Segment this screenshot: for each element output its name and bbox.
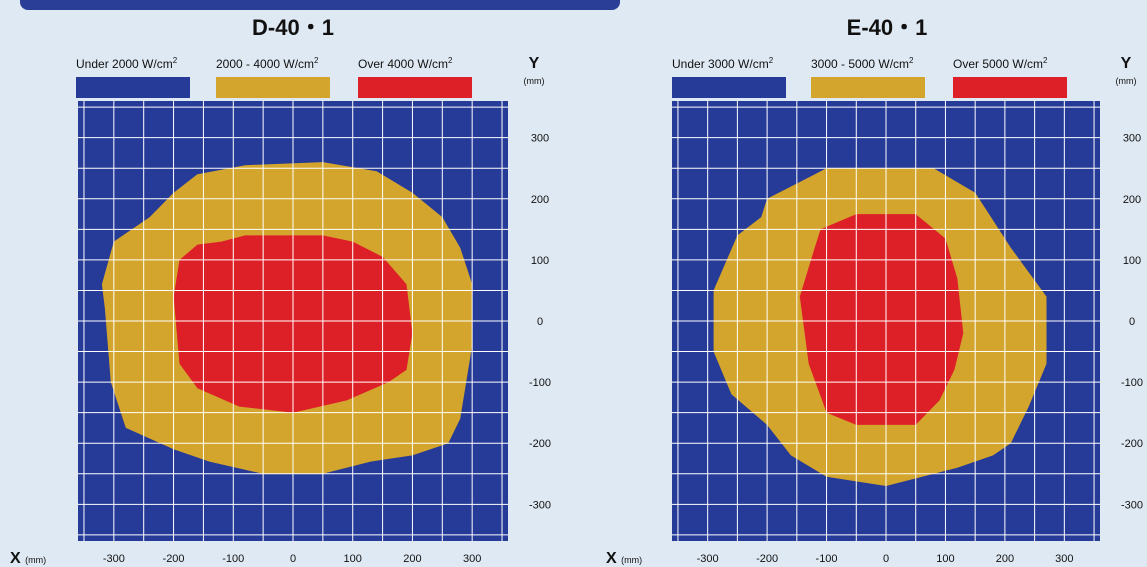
legend-swatch-mid (811, 77, 925, 98)
x-tick-label: 0 (883, 553, 889, 565)
x-tick-label: -200 (756, 553, 778, 565)
x-tick-label: -200 (163, 553, 185, 565)
x-tick-label: -300 (697, 553, 719, 565)
y-tick-label: 300 (531, 133, 549, 145)
y-tick-label: 300 (1123, 133, 1141, 145)
y-axis-unit: (mm) (1116, 76, 1137, 86)
legend-label: Under 3000 W/cm2 (672, 56, 774, 71)
legend-swatch-low (76, 77, 190, 98)
x-tick-label: 200 (403, 553, 421, 565)
x-tick-label: 300 (463, 553, 481, 565)
y-axis-label: Y (1121, 55, 1132, 72)
y-tick-label: -200 (529, 438, 551, 450)
chart-panel-1: D-40・1 Under 2000 W/cm2 2000 - 4000 W/cm2 O… (10, 15, 551, 567)
x-tick-label: -300 (103, 553, 125, 565)
chart-panel-2: E-40・1 Under 3000 W/cm2 3000 - 5000 W/cm2 O… (606, 15, 1143, 567)
x-axis-label: X (mm) (606, 550, 642, 567)
legend-label: 3000 - 5000 W/cm2 (811, 56, 914, 71)
x-tick-label: 300 (1055, 553, 1073, 565)
chart-title: D-40・1 (252, 15, 334, 40)
y-axis-label: Y (529, 55, 540, 72)
legend-label: Over 5000 W/cm2 (953, 56, 1048, 71)
legend-swatch-high (358, 77, 472, 98)
legend-swatch-low (672, 77, 786, 98)
chart-title: E-40・1 (847, 15, 928, 40)
y-tick-label: -100 (1121, 377, 1143, 389)
legend-label: Over 4000 W/cm2 (358, 56, 453, 71)
legend-label: Under 2000 W/cm2 (76, 56, 178, 71)
legend-swatch-high (953, 77, 1067, 98)
x-axis-label: X (mm) (10, 550, 46, 567)
x-tick-label: 200 (996, 553, 1014, 565)
y-tick-label: 200 (1123, 194, 1141, 206)
x-tick-label: -100 (816, 553, 838, 565)
y-tick-label: 200 (531, 194, 549, 206)
y-tick-label: -300 (529, 499, 551, 511)
y-axis-unit: (mm) (524, 76, 545, 86)
y-tick-label: -300 (1121, 499, 1143, 511)
y-tick-label: -200 (1121, 438, 1143, 450)
y-tick-label: 100 (531, 255, 549, 267)
region-high (799, 214, 964, 425)
y-tick-label: 0 (537, 316, 543, 328)
x-tick-label: 100 (344, 553, 362, 565)
x-tick-label: 0 (290, 553, 296, 565)
legend-swatch-mid (216, 77, 330, 98)
y-tick-label: -100 (529, 377, 551, 389)
y-tick-label: 100 (1123, 255, 1141, 267)
legend-label: 2000 - 4000 W/cm2 (216, 56, 319, 71)
y-tick-label: 0 (1129, 316, 1135, 328)
header-bar (20, 0, 620, 10)
x-tick-label: 100 (936, 553, 954, 565)
x-tick-label: -100 (222, 553, 244, 565)
